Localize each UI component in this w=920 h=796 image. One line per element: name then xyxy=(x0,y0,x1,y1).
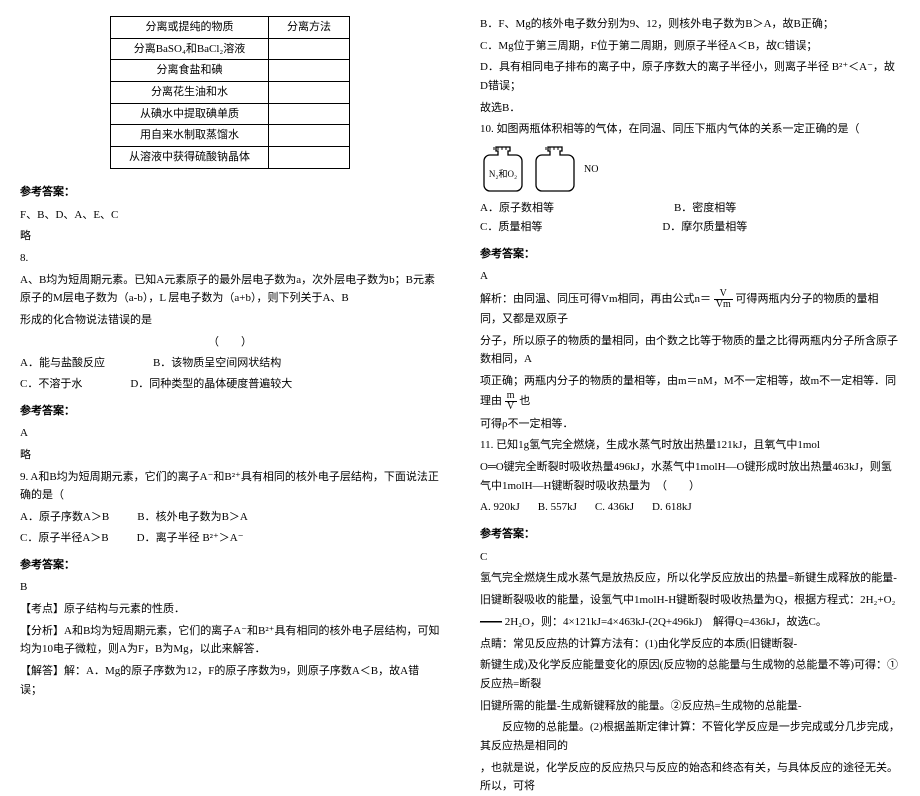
q8-blank: （ ） xyxy=(20,333,440,352)
q11-stem2: O═O键完全断裂时吸收热量496kJ，水蒸气中1molH—O键形成时放出热量46… xyxy=(480,458,900,495)
q8-optB: B．该物质呈空间网状结构 xyxy=(153,354,281,373)
q9-answer-label: 参考答案： xyxy=(20,556,440,575)
q11-stem1: 11. 已知1g氢气完全燃烧，生成水蒸气时放出热量121kJ，且氧气中1mol xyxy=(480,436,900,455)
q8-stem2: 形成的化合物说法错误的是 xyxy=(20,311,440,330)
bottle-2 xyxy=(532,145,578,193)
q11-optC: C. 436kJ xyxy=(595,498,634,517)
q10-stem: 10. 如图两瓶体积相等的气体，在同温、同压下瓶内气体的关系一定正确的是（ xyxy=(480,120,900,139)
th-method: 分离方法 xyxy=(269,17,350,39)
q11-p1: 点睛：常见反应热的计算方法有：(1)由化学反应的本质(旧键断裂- xyxy=(480,635,900,654)
q9-jd: 【解答】解：A．Mg的原子序数为12，F的原子序数为9，则原子序数A＜B，故A错… xyxy=(20,662,440,699)
cell xyxy=(269,125,350,147)
strike-icon: —— xyxy=(480,616,502,628)
q10-answer-label: 参考答案： xyxy=(480,245,900,264)
r2: C．Mg位于第三周期，F位于第二周期，则原子半径A＜B，故C错误； xyxy=(480,37,900,56)
q7-answer-label: 参考答案： xyxy=(20,183,440,202)
q10-optD: D．摩尔质量相等 xyxy=(662,218,747,237)
cell xyxy=(269,103,350,125)
separation-table: 分离或提纯的物质 分离方法 分离BaSO₄和BaCl₂溶液 分离食盐和碘 分离花… xyxy=(110,16,350,169)
r1: B．F、Mg的核外电子数分别为9、12，则核外电子数为B＞A，故B正确； xyxy=(480,15,900,34)
cell xyxy=(269,147,350,169)
q11-p4: 反应物的总能量。(2)根据盖斯定律计算：不管化学反应是一步完成或分几步完成，其反… xyxy=(480,718,900,755)
q11-answer: C xyxy=(480,548,900,567)
q11-p5: ，也就是说，化学反应的反应热只与反应的始态和终态有关，与具体反应的途径无关。所以… xyxy=(480,759,900,796)
bottle-1-label: N₂和O₂ xyxy=(480,167,526,182)
q9-optB: B．核外电子数为B＞A xyxy=(137,508,248,527)
left-column: 分离或提纯的物质 分离方法 分离BaSO₄和BaCl₂溶液 分离食盐和碘 分离花… xyxy=(0,0,460,651)
cell xyxy=(269,38,350,60)
fraction-icon: mV xyxy=(505,391,517,412)
q8-answer-label: 参考答案： xyxy=(20,402,440,421)
q11-e2: 旧键断裂吸收的能量，设氢气中1molH-H键断裂时吸收热量为Q，根据方程式：2H… xyxy=(480,591,900,610)
q10-expl2: 分子，所以原子的物质的量相同，由个数之比等于物质的量之比得两瓶内分子所含原子数相… xyxy=(480,332,900,369)
cell xyxy=(269,60,350,82)
cell: 从碘水中提取碘单质 xyxy=(111,103,269,125)
q10-answer: A xyxy=(480,267,900,286)
q10-expl3b: 也 xyxy=(519,395,530,407)
q9-answer: B xyxy=(20,578,440,597)
q8-stem1: A、B均为短周期元素。已知A元素原子的最外层电子数为a，次外层电子数为b；B元素… xyxy=(20,271,440,308)
q9-optA: A．原子序数A＞B xyxy=(20,508,109,527)
q10-expl1: 解析：由同温、同压可得Vm相同，再由公式n＝ VVm 可得两瓶内分子的物质的量相… xyxy=(480,289,900,329)
q8-answer: A xyxy=(20,424,440,443)
q9-stem: 9. A和B均为短周期元素，它们的离子A⁻和B²⁺具有相同的核外电子层结构，下面… xyxy=(20,468,440,505)
right-column: B．F、Mg的核外电子数分别为9、12，则核外电子数为B＞A，故B正确； C．M… xyxy=(460,0,920,651)
q9-optC: C．原子半径A＞B xyxy=(20,529,109,548)
q11-p3: 旧键所需的能量-生成新键释放的能量。②反应热=生成物的总能量- xyxy=(480,697,900,716)
q9-kd: 【考点】原子结构与元素的性质． xyxy=(20,600,440,619)
r4: 故选B． xyxy=(480,99,900,118)
bottle-2-label: NO xyxy=(584,161,598,178)
bottle-diagram: N₂和O₂ NO xyxy=(480,145,900,193)
q9-fx: 【分析】A和B均为短周期元素，它们的离子A⁻和B²⁺具有相同的核外电子层结构，可… xyxy=(20,622,440,659)
th-substance: 分离或提纯的物质 xyxy=(111,17,269,39)
q8-note: 略 xyxy=(20,446,440,465)
cell: 从溶液中获得硫酸钠晶体 xyxy=(111,147,269,169)
q11-optD: D. 618kJ xyxy=(652,498,692,517)
q11-e3: —— 2H₂O，则：4×121kJ=4×463kJ-(2Q+496kJ) 解得Q… xyxy=(480,613,900,632)
q11-optB: B. 557kJ xyxy=(538,498,577,517)
q8-optA: A．能与盐酸反应 xyxy=(20,354,105,373)
q8-num: 8. xyxy=(20,249,440,268)
q11-e1: 氢气完全燃烧生成水蒸气是放热反应，所以化学反应放出的热量=新键生成释放的能量- xyxy=(480,569,900,588)
cell: 分离食盐和碘 xyxy=(111,60,269,82)
cell: 分离BaSO₄和BaCl₂溶液 xyxy=(111,38,269,60)
fraction-icon: VVm xyxy=(714,289,733,310)
cell xyxy=(269,82,350,104)
q10-expl3: 项正确；两瓶内分子的物质的量相等，由m＝nM，M不一定相等，故m不一定相等．同理… xyxy=(480,372,900,412)
q9-optD: D．离子半径 B²⁺＞A⁻ xyxy=(137,529,244,548)
q8-optD: D．同种类型的晶体硬度普遍较大 xyxy=(130,375,292,394)
q10-optC: C．质量相等 xyxy=(480,218,542,237)
q10-expl4: 可得ρ不一定相等． xyxy=(480,415,900,434)
q10-optB: B．密度相等 xyxy=(674,199,736,218)
cell: 分离花生油和水 xyxy=(111,82,269,104)
q7-answer: F、B、D、A、E、C xyxy=(20,206,440,225)
q8-optC: C．不溶于水 xyxy=(20,375,82,394)
q11-p2: 新键生成)及化学反应能量变化的原因(反应物的总能量与生成物的总能量不等)可得：①… xyxy=(480,656,900,693)
q7-note: 略 xyxy=(20,227,440,246)
r3: D．具有相同电子排布的离子中，原子序数大的离子半径小，则离子半径 B²⁺＜A⁻，… xyxy=(480,58,900,95)
bottle-1: N₂和O₂ xyxy=(480,145,526,193)
q10-optA: A．原子数相等 xyxy=(480,199,554,218)
cell: 用自来水制取蒸馏水 xyxy=(111,125,269,147)
q10-expl3a: 项正确；两瓶内分子的物质的量相等，由m＝nM，M不一定相等，故m不一定相等．同理… xyxy=(480,375,896,407)
q11-e3-text: 2H₂O，则：4×121kJ=4×463kJ-(2Q+496kJ) 解得Q=43… xyxy=(505,616,827,628)
q11-answer-label: 参考答案： xyxy=(480,525,900,544)
q11-optA: A. 920kJ xyxy=(480,498,520,517)
q10-expl1a: 解析：由同温、同压可得Vm相同，再由公式n＝ xyxy=(480,293,711,305)
